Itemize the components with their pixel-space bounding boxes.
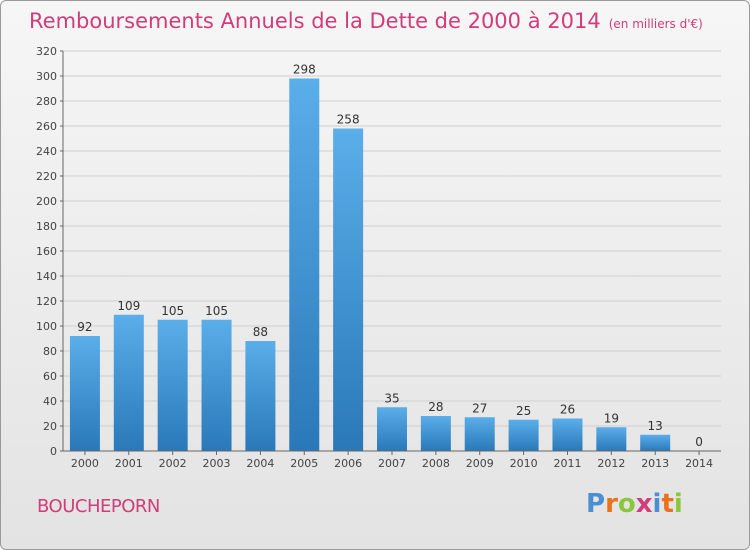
- y-tick-label: 0: [50, 445, 57, 458]
- x-tick-label-2014: 2014: [685, 457, 713, 470]
- logo-letter: P: [586, 489, 606, 519]
- bar-2006: [333, 128, 364, 451]
- x-tick-label-2009: 2009: [466, 457, 494, 470]
- bar-2003: [201, 319, 232, 451]
- y-tick-label: 200: [36, 195, 57, 208]
- bar-2009: [464, 417, 495, 451]
- x-tick-label-2001: 2001: [115, 457, 143, 470]
- y-tick-label: 220: [36, 170, 57, 183]
- value-label-2012: 19: [604, 411, 619, 425]
- value-label-2008: 28: [428, 400, 443, 414]
- value-label-2014: 0: [695, 435, 703, 449]
- y-tick-label: 120: [36, 295, 57, 308]
- y-tick-label: 280: [36, 95, 57, 108]
- bar-2007: [377, 407, 407, 451]
- y-tick-label: 300: [36, 70, 57, 83]
- x-tick-label-2013: 2013: [641, 457, 669, 470]
- logo-letter: o: [617, 489, 636, 519]
- bar-2005: [289, 78, 320, 451]
- chart-subtitle: (en milliers d'€): [608, 17, 703, 31]
- grid-lines: [63, 50, 721, 427]
- x-tick-label-2003: 2003: [203, 457, 231, 470]
- logo-letter: i: [673, 489, 683, 519]
- value-label-2003: 105: [205, 304, 228, 318]
- y-tick-label: 140: [36, 270, 57, 283]
- y-tick-label: 100: [36, 320, 57, 333]
- x-tick-label-2011: 2011: [553, 457, 581, 470]
- y-tick-label: 260: [36, 120, 57, 133]
- y-tick-label: 160: [36, 245, 57, 258]
- y-tick-label: 320: [36, 45, 57, 58]
- value-label-2010: 25: [516, 404, 531, 418]
- bar-2001: [113, 314, 144, 451]
- value-label-2005: 298: [293, 63, 316, 77]
- x-tick-label-2004: 2004: [246, 457, 274, 470]
- value-label-2004: 88: [253, 325, 268, 339]
- value-label-2013: 13: [648, 419, 663, 433]
- logo-letter: r: [605, 489, 618, 519]
- logo-letter: i: [652, 489, 662, 519]
- bar-2000: [69, 336, 100, 451]
- bar-2010: [508, 419, 539, 451]
- x-tick-label-2012: 2012: [597, 457, 625, 470]
- logo-letter: t: [661, 489, 674, 519]
- x-tick-label-2008: 2008: [422, 457, 450, 470]
- x-tick-label-2002: 2002: [159, 457, 187, 470]
- y-tick-label: 80: [43, 345, 57, 358]
- value-label-2000: 92: [77, 320, 92, 334]
- chart-title-text: Remboursements Annuels de la Dette de 20…: [29, 9, 601, 33]
- y-tick-label: 40: [43, 395, 57, 408]
- y-tick-label: 240: [36, 145, 57, 158]
- value-label-2002: 105: [161, 304, 184, 318]
- x-tick-label-2006: 2006: [334, 457, 362, 470]
- bar-2013: [640, 434, 671, 451]
- x-tick-label-2005: 2005: [290, 457, 318, 470]
- y-tick-label: 180: [36, 220, 57, 233]
- chart-title: Remboursements Annuels de la Dette de 20…: [29, 9, 703, 33]
- bar-2012: [596, 427, 627, 451]
- value-label-2009: 27: [472, 401, 487, 415]
- value-label-2007: 35: [384, 391, 399, 405]
- y-tick-label: 60: [43, 370, 57, 383]
- axes: 0204060801001201401601802002202402602803…: [36, 45, 721, 470]
- bars: [69, 78, 671, 451]
- proxiti-logo: Proxiti: [586, 489, 683, 519]
- y-tick-label: 20: [43, 420, 57, 433]
- bar-2011: [552, 418, 583, 451]
- value-label-2011: 26: [560, 403, 575, 417]
- x-tick-label-2007: 2007: [378, 457, 406, 470]
- bar-2008: [420, 416, 451, 451]
- x-tick-label-2010: 2010: [510, 457, 538, 470]
- value-label-2006: 258: [337, 113, 360, 127]
- value-label-2001: 109: [117, 299, 140, 313]
- bar-2004: [245, 341, 276, 451]
- x-tick-label-2000: 2000: [71, 457, 99, 470]
- logo-letter: x: [635, 489, 653, 519]
- value-labels: 92 109 105 105 88 298 258 35 28 27 25 26 19 13 0: [77, 63, 703, 450]
- commune-name: BOUCHEPORN: [37, 496, 160, 517]
- bar-2002: [157, 319, 188, 451]
